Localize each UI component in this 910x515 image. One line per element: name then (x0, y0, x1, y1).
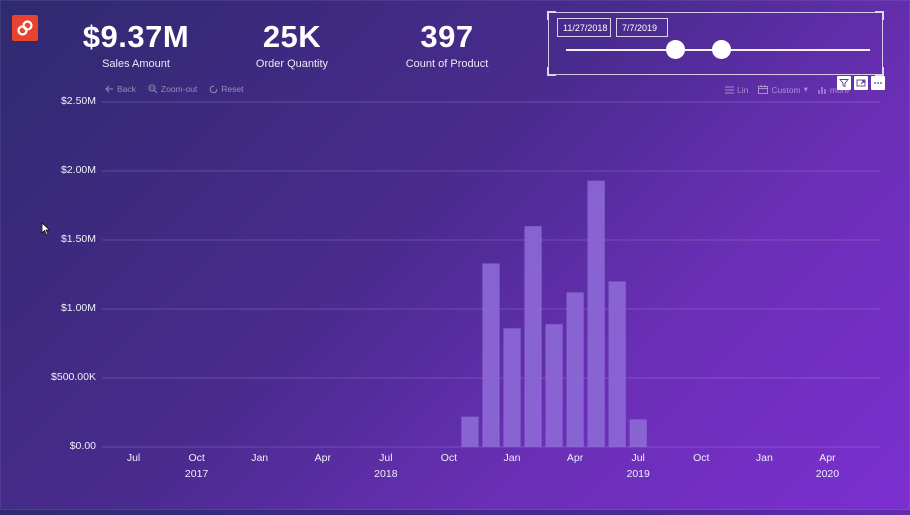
resize-handle[interactable] (875, 11, 884, 20)
chevron-down-icon: ▾ (803, 84, 808, 94)
y-tick-label: $0.00 (69, 440, 96, 452)
x-tick-label: Oct (188, 452, 205, 464)
bar-2019-06[interactable] (608, 281, 626, 447)
filter-icon[interactable] (837, 76, 851, 90)
resize-handle[interactable] (875, 67, 884, 76)
x-tick-label: Oct (440, 452, 458, 464)
zoom-out-button[interactable]: Zoom-out (148, 84, 197, 94)
link-logo-icon (17, 20, 33, 36)
x-tick-label: Jan (503, 452, 521, 464)
x-year-label: 2017 (184, 468, 209, 480)
slider-start-handle[interactable] (666, 40, 685, 59)
kpi-label: Order Quantity (255, 58, 329, 70)
bar-2018-12[interactable] (482, 263, 500, 447)
focus-mode-icon[interactable] (854, 76, 868, 90)
mouse-cursor-icon (41, 222, 51, 236)
more-chart-label: more (829, 84, 850, 95)
end-date-input[interactable]: 7/7/2019 (616, 18, 668, 37)
resize-handle[interactable] (547, 67, 556, 76)
bar-2019-02[interactable] (524, 226, 542, 447)
kpi-label: Count of Product (405, 58, 489, 70)
calendar-icon (758, 85, 769, 94)
visual-header-actions (837, 76, 885, 90)
reset-icon (209, 85, 218, 93)
x-tick-label: Jan (251, 452, 269, 464)
back-label: Back (117, 84, 136, 94)
x-year-label: 2020 (815, 468, 840, 480)
date-range-slicer[interactable]: 11/27/2018 7/7/2019 (547, 11, 884, 76)
custom-label: Custom (771, 84, 801, 95)
kpi-value: $9.37M (82, 19, 190, 54)
kpi-order-quantity[interactable]: 25K Order Quantity (238, 19, 346, 71)
chart-nav-toolbar: Back Zoom-out Reset (105, 84, 244, 94)
y-tick-label: $2.00M (60, 164, 96, 176)
x-tick-label: Apr (566, 452, 584, 464)
sales-column-chart[interactable]: $0.00 $500.00K $1.00M $1.50M $2.00M $2.50M Jul… (0, 95, 910, 515)
linear-scale-label: Lin (737, 84, 749, 95)
reset-button[interactable]: Reset (209, 84, 244, 94)
more-chart-button[interactable]: more (818, 85, 849, 95)
y-tick-label: $500.00K (51, 371, 96, 383)
x-tick-label: Jul (126, 452, 141, 464)
x-year-label: 2018 (374, 468, 398, 480)
bar-2019-07[interactable] (629, 419, 647, 447)
x-tick-label: Apr (314, 452, 331, 464)
bar-2019-01[interactable] (503, 328, 521, 447)
y-tick-label: $1.00M (60, 302, 96, 314)
slider-end-handle[interactable] (712, 40, 731, 59)
zoom-out-icon (148, 84, 158, 94)
bar-chart-icon (818, 86, 826, 94)
linear-scale-button[interactable]: Lin (725, 85, 748, 95)
more-options-icon[interactable] (871, 76, 885, 90)
bar-2019-04[interactable] (566, 292, 584, 447)
chart-plot (102, 101, 880, 448)
x-tick-label: Oct (693, 452, 710, 464)
app-logo (12, 15, 38, 41)
reset-label: Reset (221, 84, 244, 94)
y-tick-label: $1.50M (60, 233, 96, 245)
list-icon (725, 86, 734, 93)
x-tick-label: Jan (755, 452, 773, 464)
kpi-sales-amount[interactable]: $9.37M Sales Amount (80, 19, 192, 71)
start-date-input[interactable]: 11/27/2018 (557, 18, 611, 37)
x-tick-label: Apr (819, 452, 836, 464)
y-tick-label: $2.50M (60, 95, 96, 107)
bar-2019-05[interactable] (587, 180, 605, 447)
back-button[interactable]: Back (105, 84, 136, 94)
x-year-label: 2019 (626, 468, 650, 480)
bar-2019-03[interactable] (545, 324, 563, 447)
bar-2018-11[interactable] (461, 416, 479, 447)
back-arrow-icon (105, 85, 113, 93)
x-tick-label: Jul (631, 452, 645, 464)
chart-mode-toolbar: Lin Custom ▾ more (725, 84, 849, 95)
x-tick-label: Jul (379, 452, 393, 464)
kpi-value: 397 (420, 19, 474, 54)
resize-handle[interactable] (547, 11, 556, 20)
zoom-out-label: Zoom-out (160, 84, 198, 94)
kpi-count-of-product[interactable]: 397 Count of Product (392, 19, 502, 71)
kpi-label: Sales Amount (102, 58, 170, 70)
custom-dropdown[interactable]: Custom ▾ (758, 84, 808, 95)
kpi-value: 25K (262, 19, 322, 54)
